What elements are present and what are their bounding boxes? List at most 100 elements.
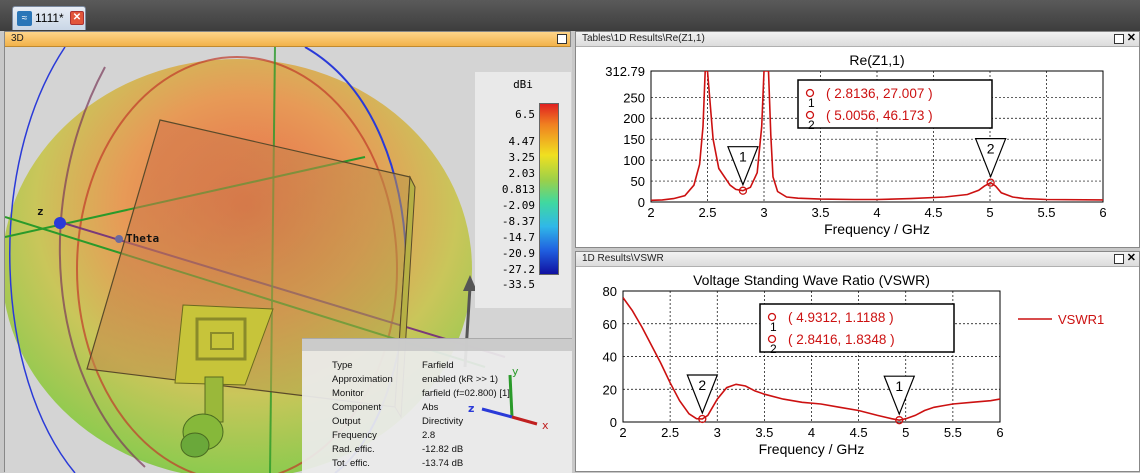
panel-re-titlebar: Tables\1D Results\Re(Z1,1) ✕ (576, 32, 1139, 47)
info-row: Output Directivity (332, 417, 463, 427)
marker-point (738, 186, 748, 195)
marker-point (986, 178, 995, 187)
x-tick-label: 6 (996, 425, 1003, 440)
marker-flag (686, 374, 719, 415)
marker-label: 2 (698, 377, 706, 393)
readout-value: ( 2.8416, 1.8348 ) (788, 332, 895, 347)
x-tick-label: 4 (808, 425, 815, 440)
color-legend: dBi 6.5 4.47 3.25 2.03 0.813 -2.09 -8.37… (475, 72, 571, 308)
x-tick-label: 2 (647, 205, 654, 220)
app-icon: ≈ (17, 11, 32, 26)
maximize-icon[interactable] (1114, 254, 1124, 264)
close-icon[interactable]: ✕ (1126, 252, 1136, 264)
plot-frame (650, 70, 1104, 203)
triad-z-label: z (468, 402, 474, 415)
info-key: Output (332, 416, 361, 427)
x-tick-label: 4.5 (924, 205, 942, 220)
x-axis-label: Frequency / GHz (824, 221, 930, 237)
x-tick-label: 5 (902, 425, 909, 440)
panel-3d: 3D (4, 31, 572, 473)
panel-vswr: 1D Results\VSWR ✕ Voltage Standing Wave … (575, 251, 1140, 472)
colorbar (539, 103, 559, 275)
close-icon[interactable]: ✕ (70, 11, 84, 25)
marker-point (895, 416, 904, 425)
x-tick-label: 3 (760, 205, 767, 220)
legend-tick: -8.37 (501, 215, 535, 228)
farfield-scene-graphic (5, 47, 506, 473)
info-key: Component (332, 402, 382, 413)
vswr-chart[interactable]: Voltage Standing Wave Ratio (VSWR) 2 2.5 3 3… (576, 267, 1140, 473)
x-tick-label: 5.5 (944, 425, 962, 440)
info-key: Frequency (332, 430, 377, 441)
readout-marker-icon (767, 312, 777, 322)
marker-flag (727, 146, 759, 187)
maximize-icon[interactable] (557, 34, 567, 44)
info-key: Tot. effic. (332, 458, 370, 469)
y-tick-label: 100 (623, 153, 645, 168)
info-value: -12.82 dB (422, 444, 464, 455)
y-tick-label: 200 (623, 111, 645, 126)
readout-marker-number: 1 (808, 96, 815, 110)
info-key: Rad. effic. (332, 444, 375, 455)
legend-tick: 3.25 (508, 151, 536, 164)
y-tick-label: 20 (603, 382, 617, 397)
y-tick-label: 40 (603, 350, 617, 365)
z-axis-label: z (37, 205, 44, 218)
legend-tick: 0.813 (501, 183, 535, 196)
readout-marker-number: 2 (770, 342, 777, 356)
panel-3d-title: 3D (11, 33, 24, 44)
marker-flag (974, 138, 1007, 179)
legend-tick: 2.03 (508, 167, 536, 180)
coordinate-triad: y z x (468, 365, 549, 432)
info-key: Monitor (332, 388, 364, 399)
x-tick-label: 5 (986, 205, 993, 220)
x-tick-label: 3 (714, 425, 721, 440)
x-tick-label: 4.5 (850, 425, 868, 440)
marker-point (698, 414, 707, 424)
legend-tick: 4.47 (508, 135, 536, 148)
x-tick-label: 2 (619, 425, 626, 440)
farfield-3d-view[interactable]: z Theta dBi 6.5 4.47 3.25 2.03 0.813 -2.… (5, 47, 572, 473)
legend-tick: -14.7 (501, 231, 535, 244)
x-tick-label: 6 (1099, 205, 1106, 220)
marker-label: 1 (739, 149, 747, 165)
readout-marker-icon (805, 88, 815, 98)
legend-unit: dBi (513, 78, 533, 91)
marker-readout-box (797, 79, 993, 129)
marker-flag (883, 375, 916, 416)
plot-frame (622, 290, 1001, 423)
panel-re-title: Tables\1D Results\Re(Z1,1) (582, 33, 705, 44)
x-axis-label: Frequency / GHz (759, 441, 865, 457)
y-tick-label: 0 (610, 415, 617, 430)
marker-readout-box (759, 303, 955, 353)
info-value: Farfield (422, 360, 454, 371)
readout-value: ( 5.0056, 46.173 ) (826, 108, 933, 123)
info-key: Type (332, 360, 353, 371)
panel-re-z11: Tables\1D Results\Re(Z1,1) ✕ Re(Z1,1) 2 2.… (575, 31, 1140, 248)
legend-tick: -33.5 (501, 278, 535, 291)
series-line (623, 297, 1000, 422)
y-tick-label: 60 (603, 317, 617, 332)
chart-title: Voltage Standing Wave Ratio (VSWR) (693, 272, 930, 288)
info-row: Approximation enabled (kR >> 1) (332, 375, 498, 385)
panel-3d-titlebar: 3D (5, 32, 570, 47)
info-value: 2.8 (422, 430, 436, 441)
legend-entry: VSWR1 (1058, 312, 1104, 327)
readout-marker-icon (767, 334, 777, 344)
info-row: Type Farfield (332, 361, 454, 371)
info-value: enabled (kR >> 1) (422, 374, 499, 385)
close-icon[interactable]: ✕ (1126, 32, 1136, 44)
y-tick-label: 150 (623, 132, 645, 147)
re-z11-chart[interactable]: Re(Z1,1) 2 2.5 3 3.5 4 4.5 5 5.5 6 0 50 100 150 200 250… (576, 47, 1140, 249)
info-value: Directivity (422, 416, 464, 427)
panel-vswr-titlebar: 1D Results\VSWR ✕ (576, 252, 1139, 267)
maximize-icon[interactable] (1114, 34, 1124, 44)
readout-value: ( 4.9312, 1.1188 ) (788, 310, 894, 325)
readout-marker-number: 1 (770, 320, 777, 334)
info-value: farfield (f=02.800) [1] (422, 388, 510, 399)
document-tab[interactable]: ≈ 1111* ✕ (12, 6, 86, 30)
x-tick-label: 2.5 (698, 205, 716, 220)
y-tick-label: 0 (638, 195, 645, 210)
info-row: Monitor farfield (f=02.800) [1] (332, 389, 510, 399)
triad-y-label: y (512, 365, 519, 378)
